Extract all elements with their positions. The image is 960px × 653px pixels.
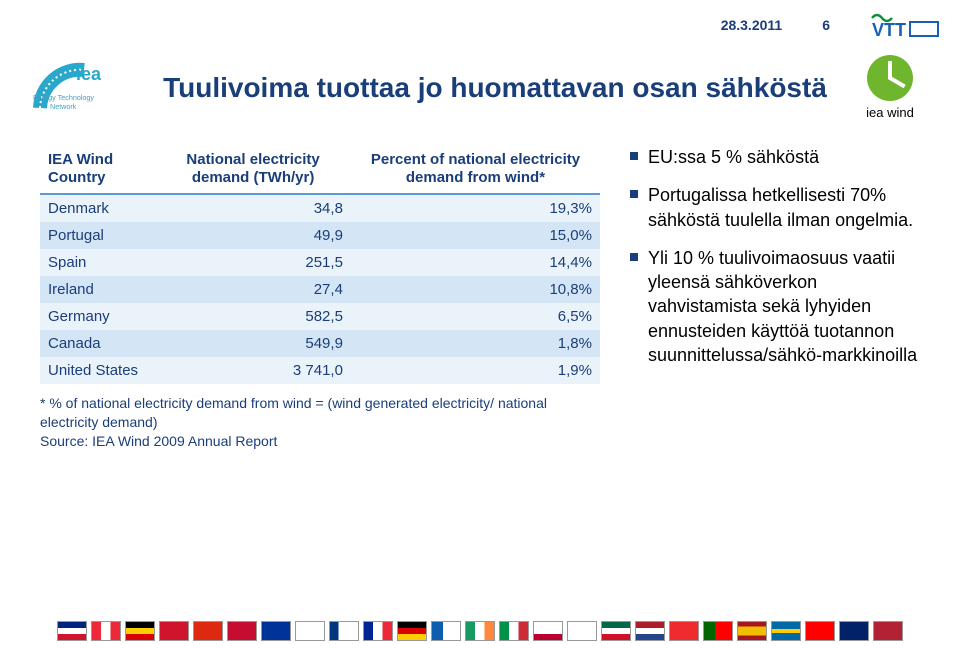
flag-icon <box>57 621 87 641</box>
flag-icon <box>737 621 767 641</box>
header-bar: 28.3.2011 6 VTT <box>721 10 940 40</box>
flag-icon <box>193 621 223 641</box>
footnote-definition: * % of national electricity demand from … <box>40 394 600 432</box>
flag-icon <box>125 621 155 641</box>
table-row: United States3 741,01,9% <box>40 357 600 384</box>
table-row: Portugal49,915,0% <box>40 222 600 249</box>
flag-icon <box>159 621 189 641</box>
title-row: iea Energy Technology Network Tuulivoima… <box>0 55 960 120</box>
table-header-row: IEA Wind Country National electricity de… <box>40 145 600 194</box>
flag-icon <box>601 621 631 641</box>
table-cell: United States <box>40 357 155 384</box>
flag-icon <box>431 621 461 641</box>
iea-wind-logo: iea wind <box>850 55 930 120</box>
table-row: Denmark34,819,3% <box>40 194 600 222</box>
table-cell: Germany <box>40 303 155 330</box>
flag-icon <box>329 621 359 641</box>
svg-text:iea: iea <box>76 64 102 84</box>
page-title: Tuulivoima tuottaa jo huomattavan osan s… <box>140 71 850 105</box>
table-cell: Ireland <box>40 276 155 303</box>
bullet-item: Portugalissa hetkellisesti 70% sähköstä … <box>630 183 920 232</box>
table-cell: 1,9% <box>351 357 600 384</box>
table-cell: 15,0% <box>351 222 600 249</box>
wind-data-table: IEA Wind Country National electricity de… <box>40 145 600 384</box>
flags-row <box>0 621 960 641</box>
flag-icon <box>635 621 665 641</box>
table-cell: 14,4% <box>351 249 600 276</box>
table-cell: 6,5% <box>351 303 600 330</box>
header-date: 28.3.2011 <box>721 17 783 33</box>
flag-icon <box>295 621 325 641</box>
footnote-source: Source: IEA Wind 2009 Annual Report <box>40 432 600 451</box>
table-row: Canada549,91,8% <box>40 330 600 357</box>
flag-icon <box>533 621 563 641</box>
bullet-item: Yli 10 % tuulivoimaosuus vaatii yleensä … <box>630 246 920 367</box>
flag-icon <box>771 621 801 641</box>
flag-icon <box>805 621 835 641</box>
table-cell: 582,5 <box>155 303 351 330</box>
table-cell: 49,9 <box>155 222 351 249</box>
flag-icon <box>91 621 121 641</box>
table-row: Ireland27,410,8% <box>40 276 600 303</box>
table-cell: Spain <box>40 249 155 276</box>
col-country: IEA Wind Country <box>40 145 155 194</box>
table-cell: 251,5 <box>155 249 351 276</box>
table-cell: 34,8 <box>155 194 351 222</box>
flag-icon <box>261 621 291 641</box>
flag-icon <box>363 621 393 641</box>
table-cell: 10,8% <box>351 276 600 303</box>
col-demand: National electricity demand (TWh/yr) <box>155 145 351 194</box>
table-cell: Canada <box>40 330 155 357</box>
table-row: Spain251,514,4% <box>40 249 600 276</box>
table-cell: 1,8% <box>351 330 600 357</box>
flag-icon <box>465 621 495 641</box>
flag-icon <box>669 621 699 641</box>
table-cell: 19,3% <box>351 194 600 222</box>
table-row: Germany582,56,5% <box>40 303 600 330</box>
flag-icon <box>227 621 257 641</box>
data-table-wrap: IEA Wind Country National electricity de… <box>40 145 600 451</box>
table-cell: 3 741,0 <box>155 357 351 384</box>
flag-icon <box>567 621 597 641</box>
table-cell: Portugal <box>40 222 155 249</box>
col-percent: Percent of national electricity demand f… <box>351 145 600 194</box>
iea-network-logo: iea Energy Technology Network <box>30 58 140 118</box>
content-area: IEA Wind Country National electricity de… <box>40 145 920 451</box>
iea-wind-label: iea wind <box>850 105 930 120</box>
svg-text:Network: Network <box>50 102 77 111</box>
svg-text:Energy Technology: Energy Technology <box>33 93 94 102</box>
table-cell: 549,9 <box>155 330 351 357</box>
table-cell: Denmark <box>40 194 155 222</box>
table-footnote: * % of national electricity demand from … <box>40 394 600 451</box>
wind-turbine-icon <box>867 55 913 101</box>
flag-icon <box>873 621 903 641</box>
flag-icon <box>839 621 869 641</box>
table-cell: 27,4 <box>155 276 351 303</box>
flag-icon <box>499 621 529 641</box>
page-number: 6 <box>822 17 830 33</box>
flag-icon <box>703 621 733 641</box>
bullet-list: EU:ssa 5 % sähköstä Portugalissa hetkelli… <box>630 145 920 451</box>
svg-text:VTT: VTT <box>872 20 906 40</box>
vtt-logo: VTT <box>870 10 940 40</box>
flag-icon <box>397 621 427 641</box>
bullet-item: EU:ssa 5 % sähköstä <box>630 145 920 169</box>
